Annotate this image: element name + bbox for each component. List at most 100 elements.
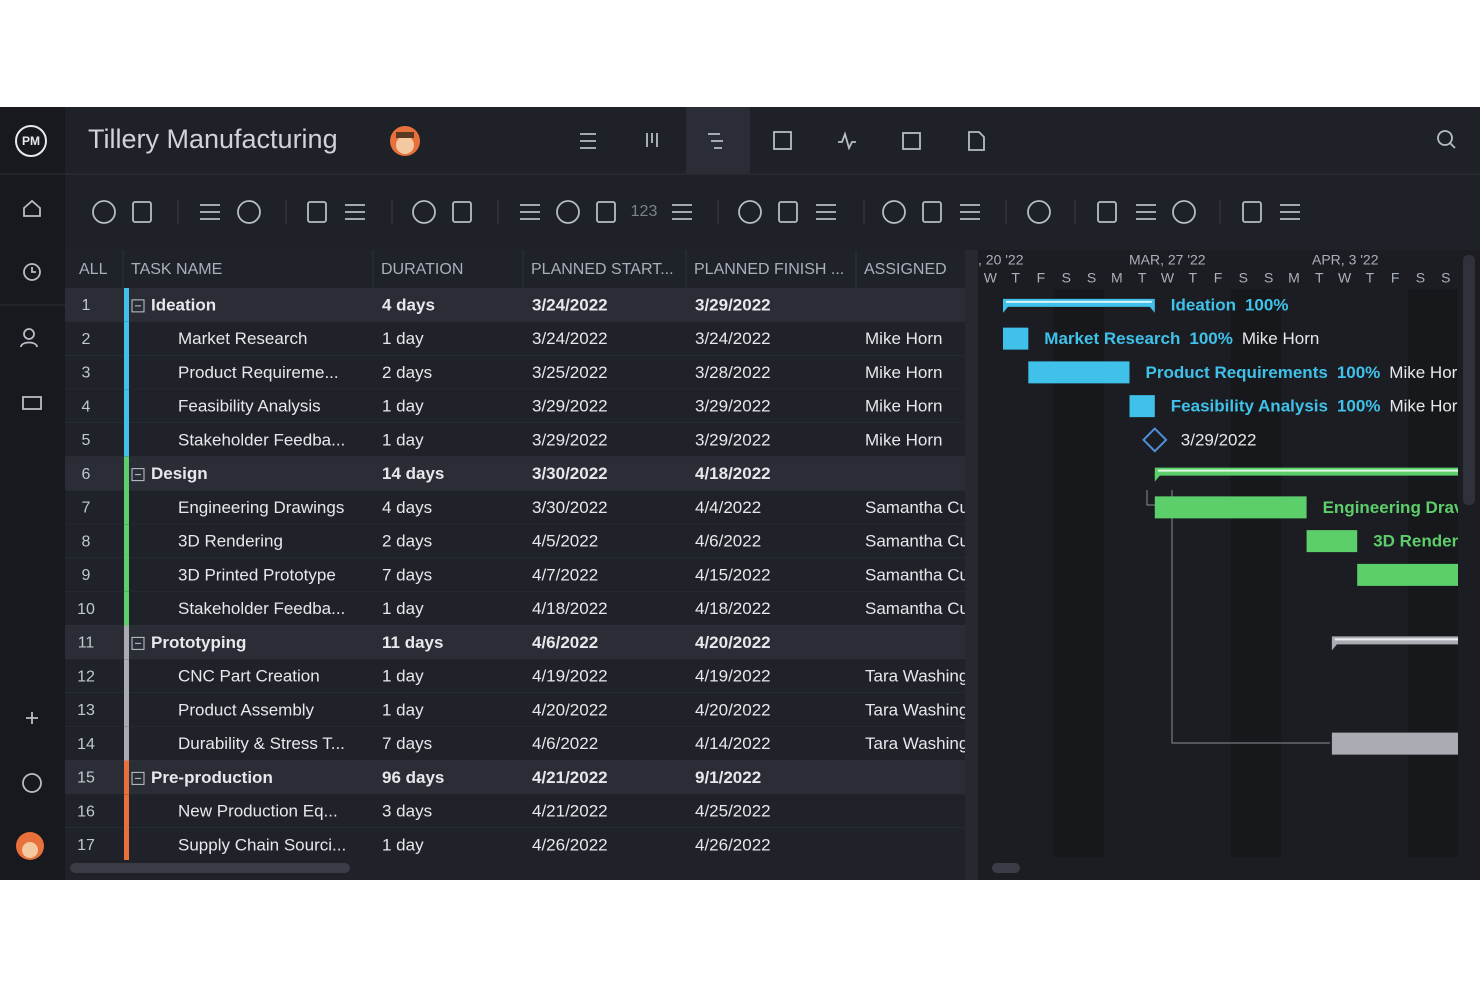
toolbar-button[interactable] (132, 201, 152, 223)
task-name[interactable]: Ideation (151, 295, 216, 314)
task-name[interactable]: Supply Chain Sourci... (178, 835, 346, 854)
collapse-toggle[interactable] (131, 636, 145, 650)
task-name[interactable]: 3D Rendering (178, 532, 283, 551)
scrollbar[interactable] (1463, 255, 1475, 505)
collapse-toggle[interactable] (131, 468, 145, 482)
icon (412, 200, 436, 224)
planned-start: 3/29/2022 (532, 430, 608, 449)
day-label: M (1288, 270, 1300, 286)
task-name[interactable]: Prototyping (151, 633, 246, 652)
toolbar-button[interactable] (960, 204, 980, 220)
task-name[interactable]: Pre-production (151, 768, 273, 787)
bar-label: 3D Render (1373, 532, 1458, 551)
assigned: Tara Washing (865, 700, 968, 719)
task-name[interactable]: New Production Eq... (178, 802, 338, 821)
task-name[interactable]: Durability & Stress T... (178, 734, 345, 753)
planned-finish: 3/29/2022 (695, 430, 771, 449)
icon (960, 204, 980, 220)
column-header[interactable]: DURATION (381, 261, 463, 278)
project-title: Tillery Manufacturing (88, 124, 338, 154)
planned-finish: 4/20/2022 (695, 700, 771, 719)
logo[interactable] (15, 125, 47, 157)
planned-start: 4/26/2022 (532, 835, 608, 854)
task-bar[interactable] (1003, 327, 1029, 350)
task-bar[interactable] (1129, 395, 1155, 418)
planned-start: 4/6/2022 (532, 633, 598, 652)
group-stripe (124, 591, 129, 626)
toolbar-button[interactable] (882, 200, 906, 224)
toolbar-button[interactable] (1242, 201, 1262, 223)
avatar[interactable] (390, 126, 420, 156)
task-name[interactable]: 3D Printed Prototype (178, 565, 336, 584)
toolbar-button[interactable] (452, 201, 472, 223)
splitter[interactable] (965, 250, 978, 880)
bar-label: 100% (1337, 363, 1380, 382)
toolbar-button[interactable] (778, 201, 798, 223)
icon (92, 200, 116, 224)
toolbar-button[interactable] (922, 201, 942, 223)
number-format-button[interactable]: 123 (631, 203, 658, 220)
task-name[interactable]: Product Assembly (178, 700, 315, 719)
column-header[interactable]: ASSIGNED (864, 261, 947, 278)
column-header[interactable]: ALL (79, 261, 108, 278)
planned-finish: 4/19/2022 (695, 667, 771, 686)
sidebar-icons[interactable] (20, 199, 42, 793)
planned-finish: 3/24/2022 (695, 329, 771, 348)
task-name[interactable]: Stakeholder Feedba... (178, 430, 345, 449)
planned-start: 4/21/2022 (532, 802, 608, 821)
duration: 14 days (382, 464, 444, 483)
task-name[interactable]: Product Requireme... (178, 363, 339, 382)
milestone[interactable] (1142, 427, 1168, 453)
toolbar-button[interactable] (1172, 200, 1196, 224)
toolbar-button[interactable] (1136, 204, 1156, 220)
scrollbar[interactable] (70, 863, 350, 873)
toolbar-button[interactable] (237, 200, 261, 224)
icon (132, 201, 152, 223)
icon (778, 201, 798, 223)
task-name[interactable]: Design (151, 464, 208, 483)
row-number: 5 (82, 432, 91, 449)
task-bar[interactable] (1028, 361, 1130, 384)
column-header[interactable]: PLANNED FINISH ... (694, 261, 844, 278)
day-label: T (1315, 270, 1324, 286)
task-bar[interactable] (1357, 563, 1480, 586)
summary-highlight (1334, 638, 1458, 641)
avatar[interactable] (16, 832, 44, 860)
duration: 4 days (382, 295, 435, 314)
toolbar-button[interactable] (200, 204, 220, 220)
column-header[interactable]: TASK NAME (131, 261, 222, 278)
collapse-toggle[interactable] (131, 299, 145, 313)
planned-finish: 4/18/2022 (695, 599, 771, 618)
scrollbar[interactable] (992, 863, 1020, 873)
toolbar-button[interactable] (92, 200, 116, 224)
task-bar[interactable] (1306, 530, 1358, 553)
toolbar-button[interactable] (738, 200, 762, 224)
toolbar-button[interactable] (556, 200, 580, 224)
toolbar-button[interactable] (1097, 201, 1117, 223)
collapse-toggle[interactable] (131, 771, 145, 785)
task-bar[interactable] (1154, 496, 1307, 519)
day-label: S (1239, 270, 1248, 286)
toolbar-button[interactable] (345, 204, 365, 220)
task-name[interactable]: Feasibility Analysis (178, 397, 321, 416)
task-name[interactable]: Engineering Drawings (178, 498, 344, 517)
toolbar-button[interactable] (672, 204, 692, 220)
toolbar-button[interactable] (596, 201, 616, 223)
assigned: Mike Horn (865, 329, 942, 348)
toolbar-button[interactable] (520, 204, 540, 220)
task-name[interactable]: Market Research (178, 329, 307, 348)
day-label: S (1062, 270, 1071, 286)
toolbar-button[interactable] (307, 201, 327, 223)
task-name[interactable]: Stakeholder Feedba... (178, 599, 345, 618)
task-bar[interactable] (1331, 732, 1480, 755)
duration: 1 day (382, 667, 424, 686)
task-name[interactable]: CNC Part Creation (178, 667, 320, 686)
toolbar-button[interactable] (412, 200, 436, 224)
toolbar-button[interactable] (1280, 204, 1300, 220)
column-header[interactable]: PLANNED START... (531, 261, 674, 278)
row-number: 2 (82, 331, 91, 348)
toolbar-button[interactable] (816, 204, 836, 220)
view-tabs[interactable] (580, 130, 1456, 151)
planned-start: 4/6/2022 (532, 734, 598, 753)
toolbar-button[interactable] (1027, 200, 1051, 224)
